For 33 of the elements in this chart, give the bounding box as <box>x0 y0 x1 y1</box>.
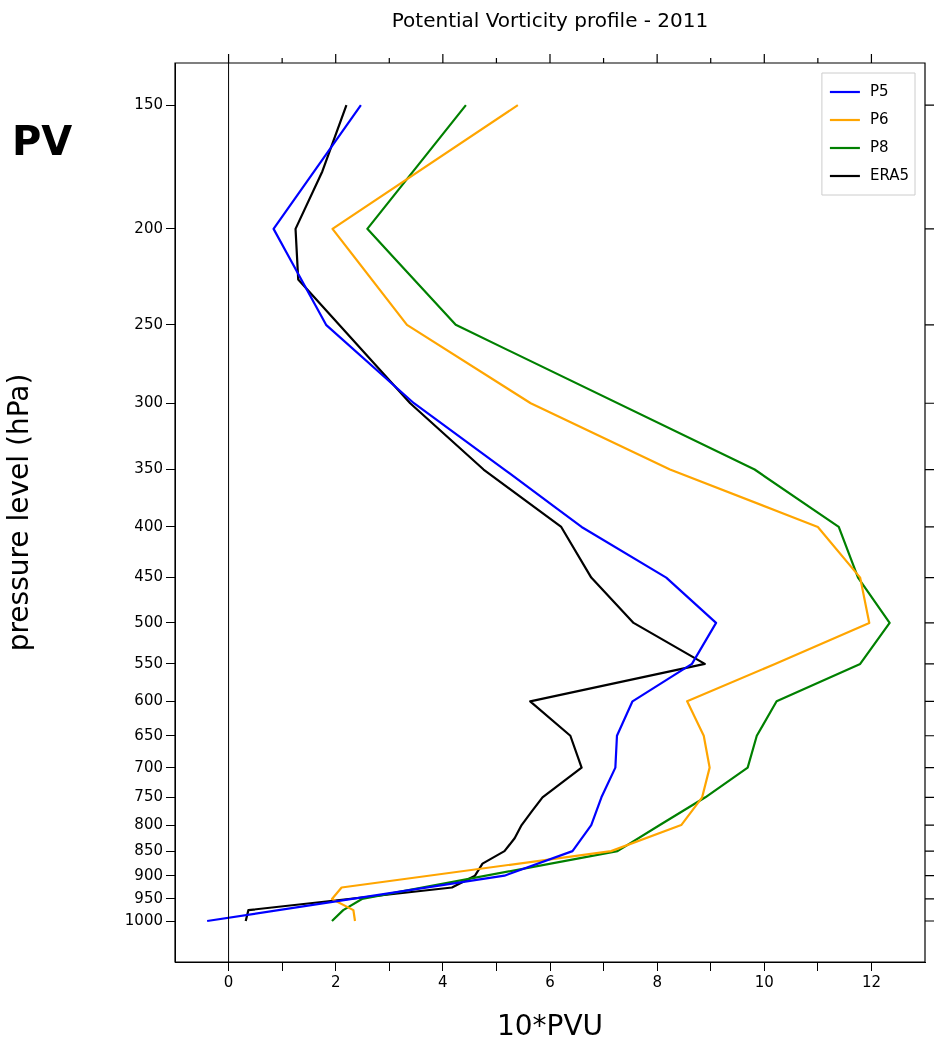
y-tick-label: 800 <box>134 814 163 833</box>
x-tick-label: 10 <box>754 972 774 991</box>
y-tick-label: 250 <box>134 314 163 333</box>
x-tick-label: 0 <box>223 972 234 991</box>
y-tick-label: 1000 <box>124 910 163 929</box>
y-tick-label: 600 <box>134 691 163 710</box>
y-tick-label: 450 <box>134 567 163 586</box>
y-tick-label: 850 <box>134 841 163 860</box>
x-tick-label: 12 <box>861 972 881 991</box>
y-tick-label: 300 <box>134 393 163 412</box>
x-tick-label: 4 <box>438 972 448 991</box>
y-tick-label: 200 <box>134 218 163 237</box>
x-tick-label: 8 <box>652 972 662 991</box>
y-tick-label: 400 <box>134 516 163 535</box>
legend-label: ERA5 <box>869 165 910 184</box>
legend-label: P6 <box>869 109 889 128</box>
y-tick-label: 900 <box>134 865 163 884</box>
y-tick-label: 950 <box>134 888 163 907</box>
y-tick-label: 550 <box>134 653 163 672</box>
legend-label: P5 <box>869 81 889 100</box>
y-tick-label: 150 <box>134 95 163 114</box>
chart-title: Potential Vorticity profile - 2011 <box>391 8 709 33</box>
x-axis-title: 10*PVU <box>496 1009 604 1043</box>
y-axis-title: pressure level (hPa) <box>2 373 36 652</box>
y-tick-label: 350 <box>134 459 163 478</box>
text: PV <box>12 118 73 164</box>
x-tick-label: 2 <box>330 972 341 991</box>
y-tick-label: 500 <box>134 612 163 631</box>
legend-label: P8 <box>869 137 889 156</box>
y-tick-label: 650 <box>134 725 163 744</box>
y-tick-label: 700 <box>134 757 163 776</box>
y-tick-label: 750 <box>134 787 163 806</box>
x-tick-label: 6 <box>545 972 555 991</box>
